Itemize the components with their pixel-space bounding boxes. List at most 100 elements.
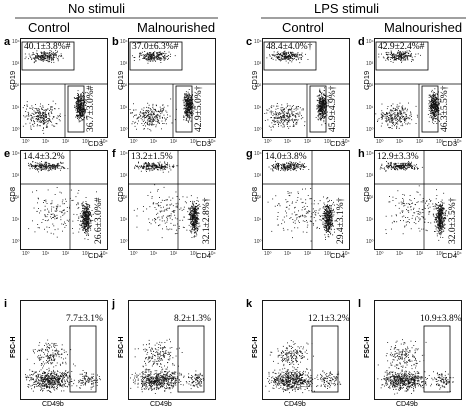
y-tick-label: 10³ bbox=[366, 61, 374, 67]
y-tick-label: 10³ bbox=[12, 173, 20, 179]
x-tick-label: 10¹ bbox=[396, 251, 404, 257]
plot-f bbox=[128, 150, 216, 250]
plot-l bbox=[374, 300, 462, 400]
gate-right-value: 29.4±3.1%† bbox=[336, 197, 346, 244]
gate-value: 12.1±3.2% bbox=[308, 314, 350, 324]
plot-d bbox=[374, 38, 462, 138]
x-axis-label: CD49b bbox=[42, 401, 64, 408]
x-tick-label: 10² bbox=[416, 139, 424, 145]
x-tick-label: 10² bbox=[170, 251, 178, 257]
x-tick-label: 10⁴ bbox=[342, 139, 350, 145]
plot-k bbox=[262, 300, 350, 400]
x-tick-label: 10³ bbox=[324, 139, 332, 145]
y-tick-label: 10⁰ bbox=[366, 239, 374, 245]
x-tick-label: 10⁴ bbox=[208, 251, 216, 257]
y-tick-label: 10¹ bbox=[120, 105, 128, 111]
gate-top-value: 48.4±4.0%† bbox=[266, 42, 313, 52]
x-tick-label: 10⁴ bbox=[100, 251, 108, 257]
panel-label-f: f bbox=[112, 148, 116, 160]
x-axis-label: CD49b bbox=[284, 401, 306, 408]
y-tick-label: 10² bbox=[12, 195, 20, 201]
y-tick-label: 10⁴ bbox=[120, 151, 128, 157]
x-tick-label: 10⁴ bbox=[208, 139, 216, 145]
gate-value: 8.2±1.3% bbox=[174, 314, 211, 324]
gate-right-value: 32.1±2.8%† bbox=[202, 197, 212, 244]
y-axis-label: FSC-H bbox=[364, 336, 371, 358]
panel-label-l: l bbox=[358, 298, 362, 310]
plot-e bbox=[20, 150, 108, 250]
x-tick-label: 10⁰ bbox=[22, 139, 30, 145]
header-lps-stimuli: LPS stimuli bbox=[314, 1, 380, 16]
y-axis-label: FSC-H bbox=[252, 336, 259, 358]
gate-top-value: 40.1±3.8%# bbox=[24, 42, 71, 52]
x-axis-label: CD49b bbox=[396, 401, 418, 408]
y-tick-label: 10⁰ bbox=[120, 127, 128, 133]
x-tick-label: 10³ bbox=[82, 251, 90, 257]
x-tick-label: 10⁰ bbox=[22, 251, 30, 257]
gate-value: 7.7±3.1% bbox=[66, 314, 103, 324]
panel-label-j: j bbox=[112, 298, 116, 310]
x-axis-label: CD3 bbox=[88, 139, 104, 148]
panel-label-d: d bbox=[358, 36, 365, 48]
x-tick-label: 10¹ bbox=[42, 139, 50, 145]
x-tick-label: 10¹ bbox=[150, 251, 158, 257]
column-title-2: Malnourished bbox=[137, 20, 216, 35]
y-tick-label: 10³ bbox=[120, 61, 128, 67]
x-tick-label: 10² bbox=[304, 139, 312, 145]
y-tick-label: 10² bbox=[254, 195, 262, 201]
y-axis-label: FSC-H bbox=[10, 336, 17, 358]
gate-right-value: 42.9±5.0%† bbox=[194, 85, 204, 132]
x-axis-label: CD49b bbox=[150, 401, 172, 408]
y-tick-label: 10³ bbox=[120, 173, 128, 179]
x-axis-label: CD4 bbox=[330, 251, 346, 260]
panel-label-e: e bbox=[4, 148, 11, 160]
y-tick-label: 10³ bbox=[366, 173, 374, 179]
y-tick-label: 10⁴ bbox=[366, 39, 374, 45]
y-tick-label: 10⁴ bbox=[254, 151, 262, 157]
panel-label-k: k bbox=[246, 298, 253, 310]
plot-g bbox=[262, 150, 350, 250]
y-tick-label: 10¹ bbox=[12, 105, 20, 111]
y-tick-label: 10⁴ bbox=[120, 39, 128, 45]
plot-c bbox=[262, 38, 350, 138]
column-title-3: Control bbox=[282, 20, 324, 35]
x-axis-label: CD4 bbox=[442, 251, 458, 260]
panel-label-c: c bbox=[246, 36, 253, 48]
x-tick-label: 10¹ bbox=[42, 251, 50, 257]
x-axis-label: CD3 bbox=[196, 139, 212, 148]
gate-top-value: 12.9±3.3% bbox=[377, 152, 419, 162]
x-tick-label: 10³ bbox=[436, 139, 444, 145]
plot-i bbox=[20, 300, 108, 400]
y-tick-label: 10² bbox=[366, 83, 374, 89]
x-tick-label: 10³ bbox=[190, 251, 198, 257]
y-tick-label: 10¹ bbox=[120, 217, 128, 223]
column-title-1: Control bbox=[28, 20, 70, 35]
y-tick-label: 10⁰ bbox=[12, 239, 20, 245]
x-tick-label: 10⁴ bbox=[342, 251, 350, 257]
y-tick-label: 10¹ bbox=[254, 105, 262, 111]
gate-top-value: 14.4±3.2% bbox=[23, 152, 65, 162]
panel-label-g: g bbox=[246, 148, 253, 160]
gate-top-value: 42.9±2.4%# bbox=[378, 42, 425, 52]
gate-top-value: 14.0±3.8% bbox=[265, 152, 307, 162]
y-tick-label: 10⁴ bbox=[254, 39, 262, 45]
column-title-4: Malnourished bbox=[384, 20, 463, 35]
y-tick-label: 10² bbox=[366, 195, 374, 201]
x-axis-label: CD4 bbox=[88, 251, 104, 260]
gate-right-value: 46.3±5.5%† bbox=[440, 85, 450, 132]
header-no-stimuli: No stimuli bbox=[68, 1, 126, 16]
gate-value: 10.9±3.8% bbox=[420, 314, 462, 324]
x-tick-label: 10⁰ bbox=[264, 139, 272, 145]
x-tick-label: 10³ bbox=[190, 139, 198, 145]
plot-j bbox=[128, 300, 216, 400]
y-tick-label: 10⁴ bbox=[12, 151, 20, 157]
y-tick-label: 10⁰ bbox=[254, 239, 262, 245]
gate-right-value: 32.0±3.5%† bbox=[448, 197, 458, 244]
gate-right-value: 45.9±4.9%† bbox=[328, 85, 338, 132]
panel-label-h: h bbox=[358, 148, 365, 160]
x-tick-label: 10⁴ bbox=[454, 139, 462, 145]
y-tick-label: 10⁴ bbox=[366, 151, 374, 157]
x-tick-label: 10³ bbox=[436, 251, 444, 257]
y-tick-label: 10¹ bbox=[254, 217, 262, 223]
